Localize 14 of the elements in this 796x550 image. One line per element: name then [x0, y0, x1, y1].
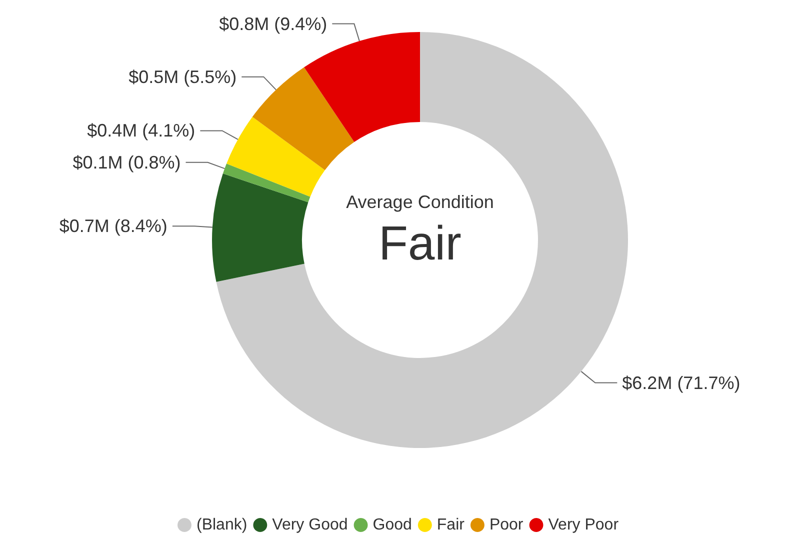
legend-label: Good: [372, 516, 412, 534]
data-label: $0.5M (5.5%): [128, 66, 237, 87]
text: Average Condition: [346, 192, 494, 212]
legend-label: Fair: [436, 516, 466, 534]
legend-label: Very Poor: [548, 516, 620, 534]
legend-label: (Blank): [196, 516, 248, 534]
data-label: $0.8M (9.4%): [219, 14, 328, 34]
data-label: $6.2M (71.7%): [622, 372, 740, 393]
data-label: $0.1M (0.8%): [72, 152, 181, 172]
text: Fair: [378, 218, 462, 270]
legend-label: Poor: [489, 516, 524, 534]
legend-label: Very Good: [272, 516, 348, 534]
data-label: $0.4M (4.1%): [87, 120, 196, 141]
data-label: $0.7M (8.4%): [59, 216, 168, 236]
